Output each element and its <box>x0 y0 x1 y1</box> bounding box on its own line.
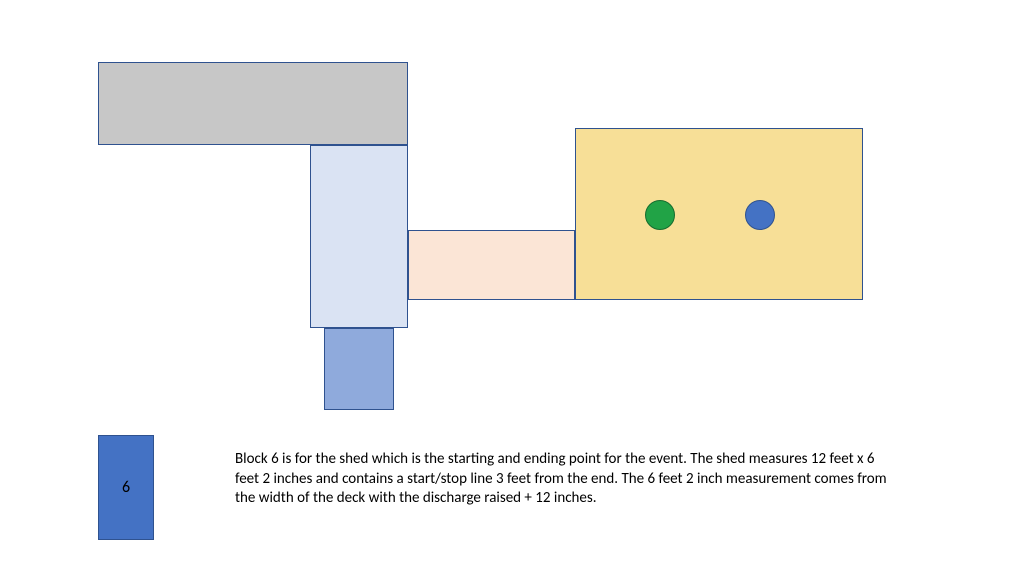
block-gray <box>98 62 408 145</box>
legend-block-6: 6 <box>98 435 154 540</box>
block-yellow <box>575 128 863 300</box>
description-text: Block 6 is for the shed which is the sta… <box>235 450 895 509</box>
circle-blue <box>745 200 775 230</box>
circle-green <box>645 200 675 230</box>
legend-label: 6 <box>122 478 130 497</box>
block-medblue <box>324 328 394 410</box>
block-lightblue <box>310 145 408 328</box>
block-peach <box>408 230 575 300</box>
